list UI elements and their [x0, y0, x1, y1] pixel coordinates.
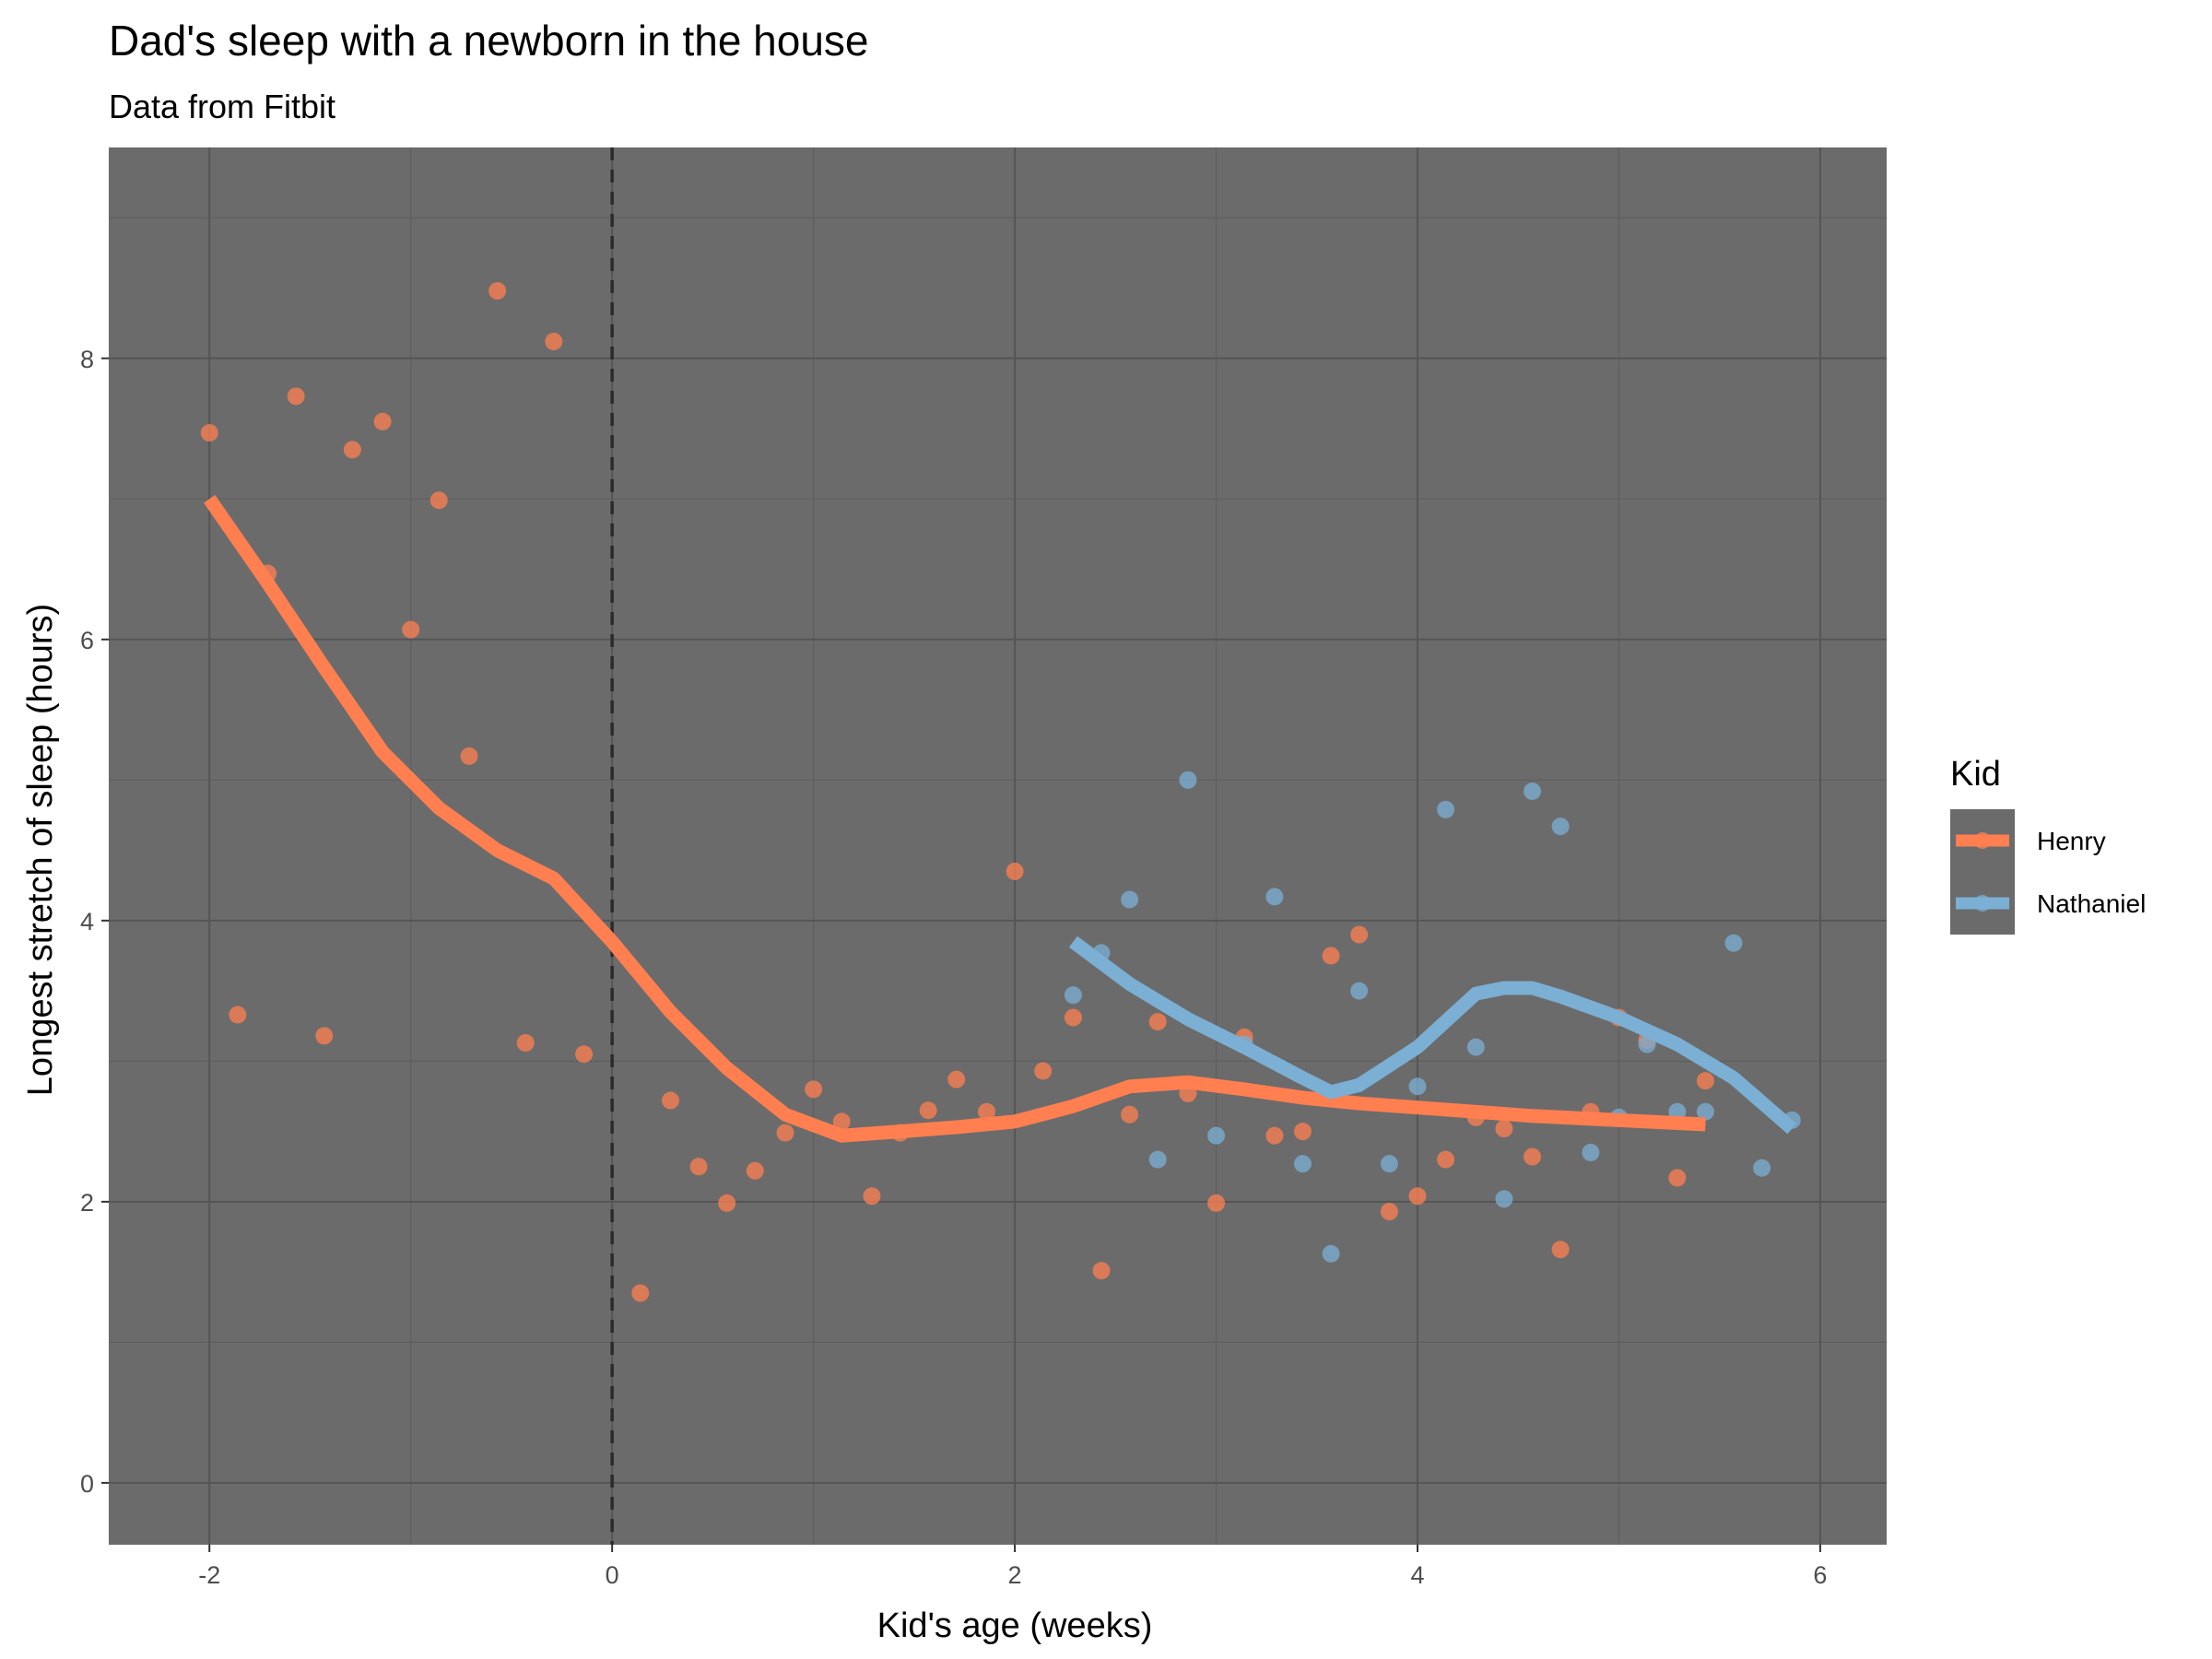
- nathaniel-legend-label: Nathaniel: [2037, 889, 2146, 918]
- henry-data-point: [516, 1034, 535, 1053]
- henry-data-point: [1408, 1187, 1427, 1206]
- henry-data-point: [488, 282, 507, 300]
- henry-data-point: [977, 1102, 995, 1121]
- y-axis-title: Longest stretch of sleep (hours): [21, 604, 60, 1096]
- nathaniel-data-point: [1179, 771, 1197, 789]
- henry-data-point: [1322, 947, 1340, 965]
- legend-keys: Henry Nathaniel: [1950, 809, 2146, 935]
- nathaniel-data-point: [1437, 800, 1455, 818]
- plot-panel: [109, 147, 1887, 1545]
- y-tick-label: 8: [80, 346, 94, 373]
- henry-legend-label: Henry: [2037, 827, 2106, 855]
- nathaniel-legend-point: [1974, 895, 1991, 912]
- henry-data-point: [1551, 1241, 1570, 1259]
- henry-data-point: [373, 412, 392, 430]
- henry-data-point: [1207, 1194, 1226, 1212]
- x-tick-label: 0: [606, 1561, 619, 1589]
- henry-data-point: [460, 747, 478, 765]
- henry-data-point: [662, 1091, 680, 1110]
- chart-subtitle: Data from Fitbit: [109, 88, 335, 125]
- henry-data-point: [402, 620, 420, 639]
- legend-title: Kid: [1950, 755, 2001, 794]
- nathaniel-data-point: [1350, 982, 1369, 1000]
- nathaniel-data-point: [1265, 888, 1284, 906]
- henry-data-point: [429, 491, 448, 510]
- nathaniel-data-point: [1551, 818, 1570, 836]
- henry-data-point: [1437, 1150, 1455, 1169]
- x-tick-label: 6: [1813, 1561, 1827, 1589]
- chart-title: Dad's sleep with a newborn in the house: [109, 17, 869, 65]
- henry-data-point: [575, 1045, 594, 1064]
- henry-data-point: [947, 1070, 966, 1088]
- nathaniel-data-point: [1148, 1150, 1167, 1169]
- henry-data-point: [776, 1124, 794, 1142]
- henry-data-point: [689, 1158, 708, 1176]
- henry-data-point: [1495, 1120, 1513, 1138]
- nathaniel-smooth-line: [1068, 935, 1797, 1135]
- henry-data-point: [1350, 925, 1369, 944]
- nathaniel-data-point: [1696, 1102, 1714, 1121]
- henry-data-point: [1148, 1013, 1167, 1031]
- henry-data-point: [1524, 1147, 1542, 1166]
- x-tick-label: 2: [1008, 1561, 1022, 1589]
- henry-data-point: [545, 332, 563, 350]
- nathaniel-data-point: [1322, 1244, 1340, 1263]
- smooth-lines: [204, 495, 1797, 1143]
- henry-data-point: [1265, 1126, 1284, 1145]
- henry-data-point: [287, 387, 305, 406]
- henry-data-point: [863, 1187, 881, 1206]
- henry-data-point: [1293, 1123, 1312, 1141]
- henry-data-point: [1092, 1262, 1111, 1280]
- nathaniel-data-point: [1121, 890, 1139, 909]
- henry-data-point: [805, 1080, 823, 1099]
- henry-data-point: [1064, 1008, 1082, 1027]
- henry-data-point: [1006, 862, 1024, 880]
- y-tick-label: 6: [80, 627, 94, 654]
- henry-data-point: [229, 1006, 247, 1024]
- henry-data-point: [1380, 1203, 1398, 1221]
- nathaniel-data-point: [1380, 1155, 1398, 1173]
- x-tick-label: -2: [198, 1561, 220, 1589]
- henry-data-point: [1034, 1062, 1053, 1080]
- nathaniel-data-point: [1064, 986, 1082, 1005]
- henry-data-point: [200, 424, 218, 442]
- henry-data-point: [832, 1112, 851, 1131]
- y-tick-label: 2: [80, 1189, 94, 1217]
- henry-data-point: [746, 1161, 764, 1180]
- y-tick-label: 0: [80, 1470, 94, 1498]
- y-axis-ticks: 0 2 4 6 8: [80, 346, 109, 1498]
- nathaniel-data-point: [1524, 782, 1542, 801]
- henry-smooth-line: [204, 495, 1706, 1143]
- y-tick-label: 4: [80, 908, 94, 935]
- henry-data-point: [718, 1194, 736, 1212]
- henry-data-point: [919, 1101, 937, 1120]
- nathaniel-data-point: [1582, 1143, 1600, 1161]
- nathaniel-data-point: [1753, 1159, 1771, 1177]
- henry-data-point: [1668, 1169, 1687, 1187]
- legend: Kid Henry Nathaniel: [1950, 755, 2146, 935]
- nathaniel-data-point: [1495, 1190, 1513, 1208]
- henry-legend-point: [1974, 832, 1991, 849]
- nathaniel-data-point: [1724, 934, 1743, 952]
- henry-data-point: [1696, 1072, 1714, 1090]
- nathaniel-data-point: [1293, 1155, 1312, 1173]
- x-tick-label: 4: [1410, 1561, 1424, 1589]
- henry-data-point: [315, 1027, 334, 1045]
- henry-data-point: [1121, 1105, 1139, 1124]
- nathaniel-data-point: [1408, 1077, 1427, 1096]
- henry-data-point: [631, 1284, 650, 1302]
- x-axis-title: Kid's age (weeks): [877, 1606, 1153, 1645]
- nathaniel-data-point: [1466, 1038, 1485, 1056]
- x-axis-ticks: -2 0 2 4 6: [198, 1545, 1827, 1589]
- nathaniel-data-point: [1207, 1126, 1226, 1145]
- henry-data-point: [343, 441, 361, 459]
